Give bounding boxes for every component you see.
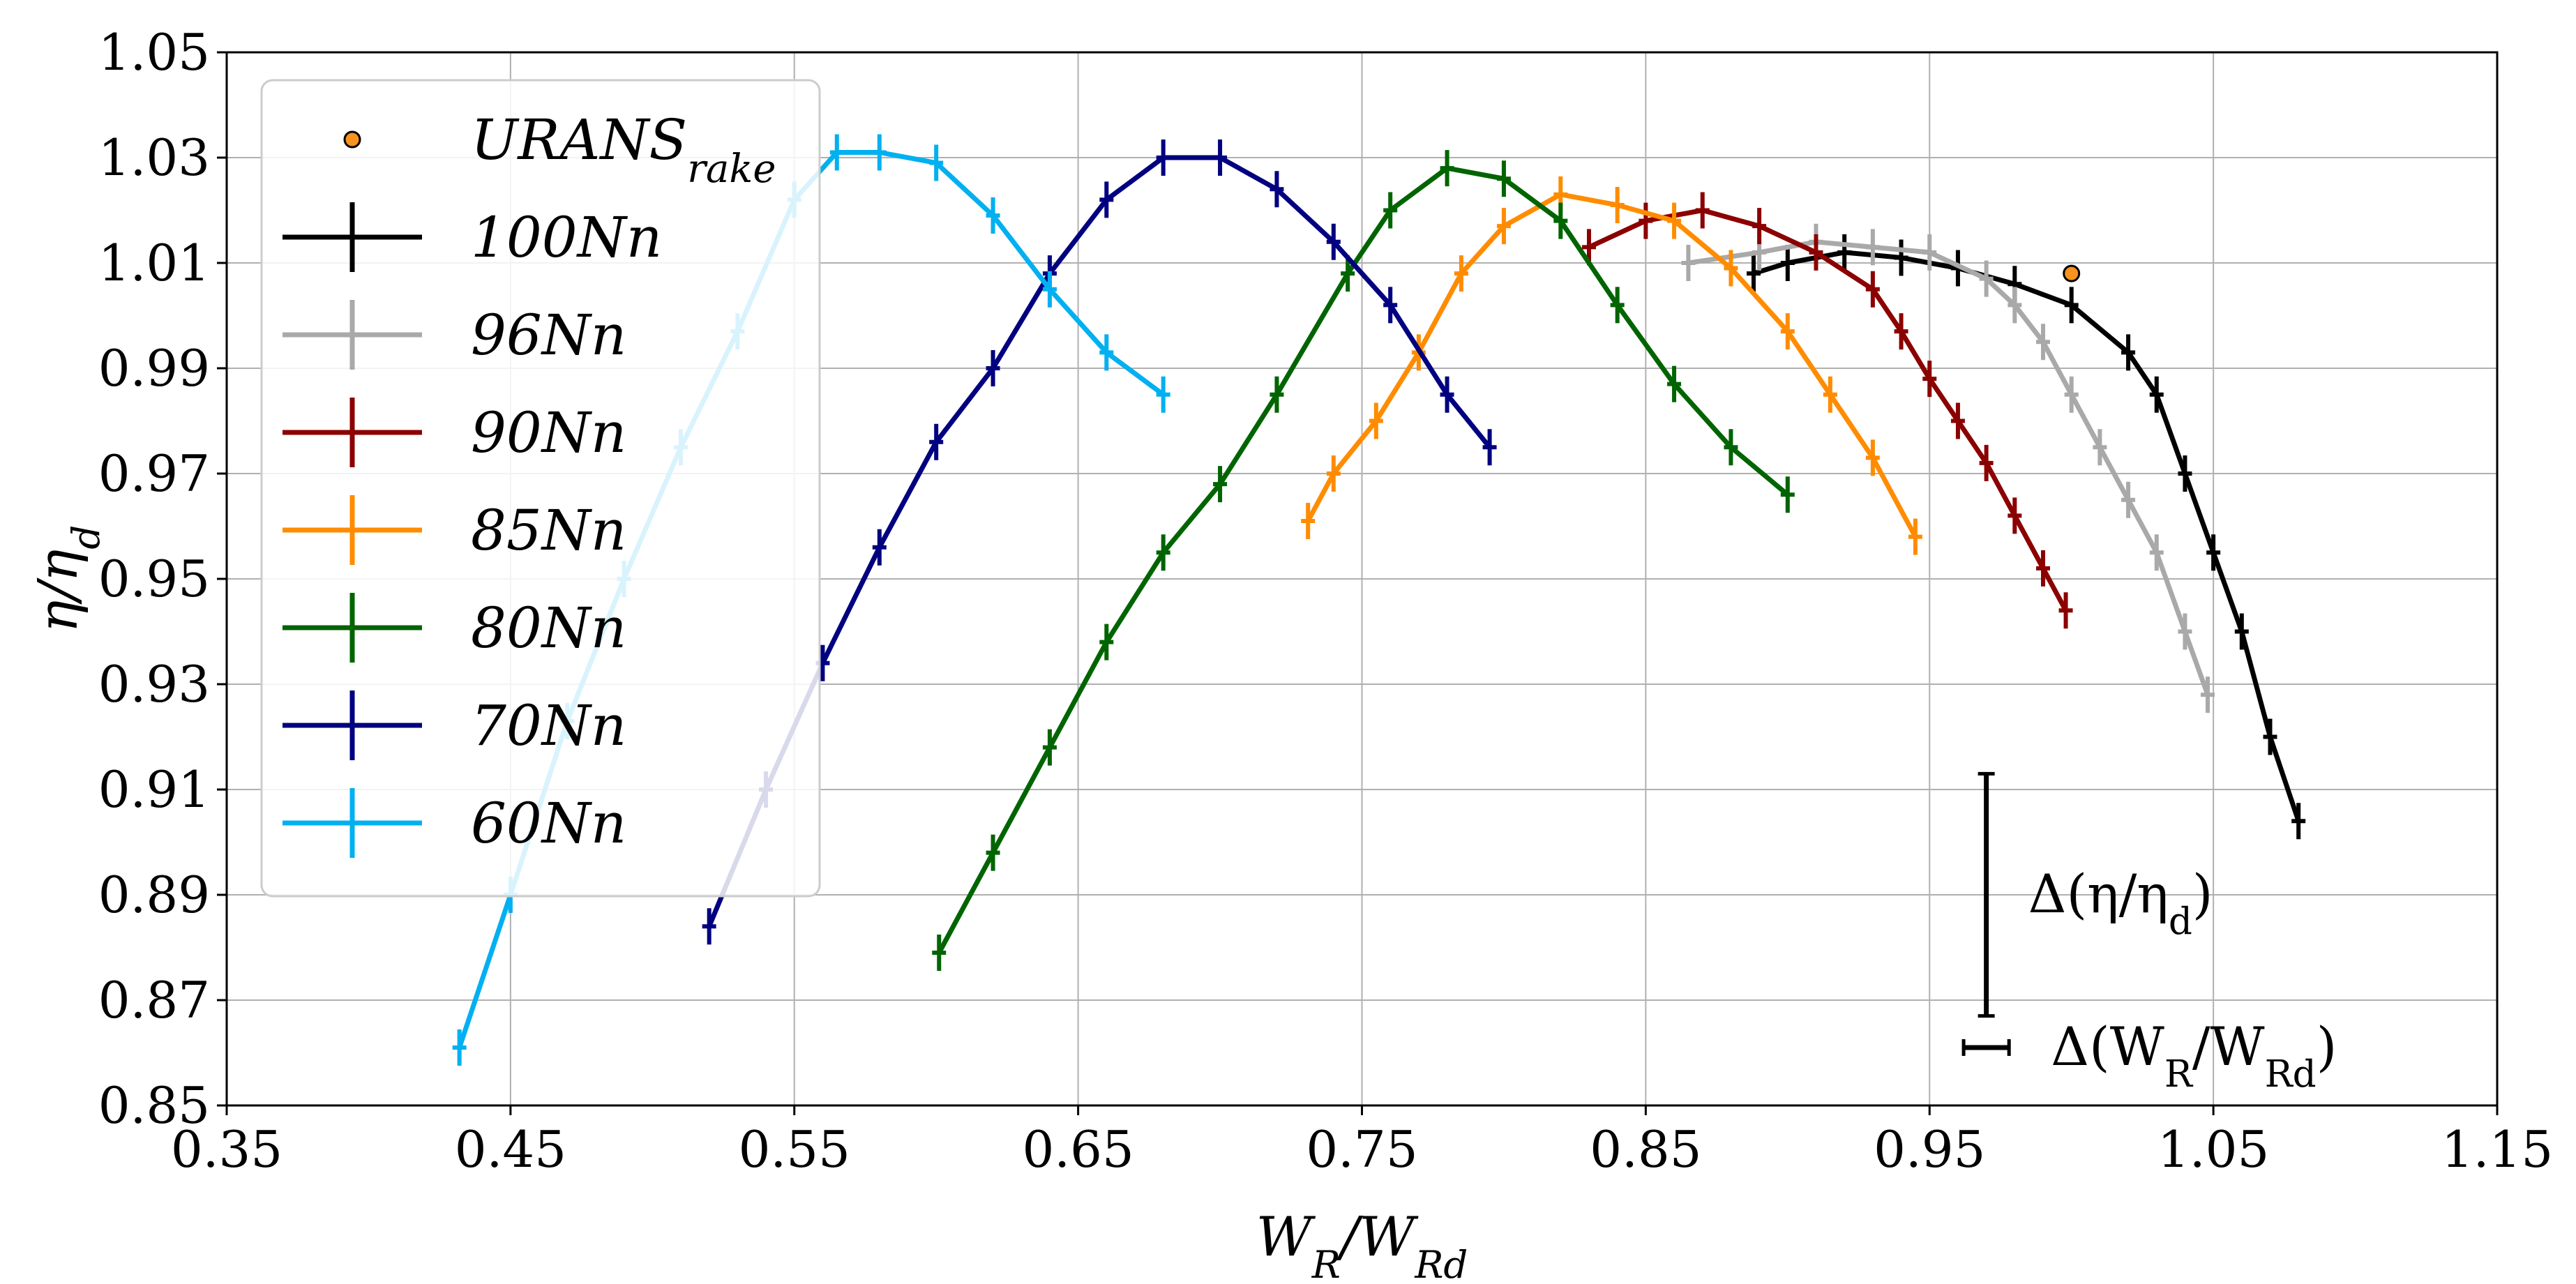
urans-rake-point — [2063, 264, 2081, 282]
legend-label: 70Nn — [471, 693, 626, 758]
wr-uncertainty-label: Δ(WR​/WRd​) — [2051, 1015, 2337, 1096]
annotation-layer: Δ(η/ηd​) Δ(WR​/WRd​) — [1961, 771, 2337, 1096]
series-layer — [452, 134, 2306, 1066]
marker-layer — [2063, 264, 2081, 282]
y-tick-label: 0.97 — [98, 444, 210, 503]
series-line-85Nn — [1306, 192, 1918, 538]
y-tick-label: 1.01 — [98, 234, 210, 292]
y-tick-label: 1.03 — [98, 128, 210, 187]
legend-label: 90Nn — [471, 400, 626, 465]
series-line-90Nn — [1588, 208, 2068, 612]
legend-label: 60Nn — [471, 791, 626, 856]
x-tick-label: 0.75 — [1306, 1120, 1417, 1179]
series-line-70Nn — [707, 155, 1492, 928]
x-tick-label: 1.05 — [2157, 1120, 2269, 1179]
y-tick-label: 0.93 — [98, 655, 210, 713]
x-tick-label: 0.95 — [1874, 1120, 1985, 1179]
y-tick-label: 0.91 — [98, 760, 210, 819]
y-tick-label: 0.85 — [98, 1076, 210, 1135]
legend-marker-urans — [343, 130, 361, 149]
legend-label: 100Nn — [471, 205, 662, 270]
series-line-100Nn — [1752, 250, 2301, 822]
x-tick-label: 0.65 — [1022, 1120, 1133, 1179]
x-tick-label: 0.55 — [739, 1120, 850, 1179]
legend-box — [260, 79, 821, 898]
axes: 0.35 0.45 0.55 0.65 0.75 0.85 0.95 1.05 1.15 0.85… — [27, 23, 2553, 1284]
series-line-96Nn — [1687, 239, 2210, 696]
y-tick-label: 0.95 — [98, 550, 210, 608]
x-tick-label: 0.35 — [171, 1120, 283, 1179]
y-tick-label: 1.05 — [98, 23, 210, 82]
series-100Nn — [1746, 234, 2306, 840]
x-axis-label: WR​/WRd​ — [1256, 1206, 1468, 1284]
y-axis-label: η/ηd​ — [27, 525, 108, 633]
series-70Nn — [702, 139, 1497, 945]
x-tick-label: 0.85 — [1590, 1120, 1701, 1179]
series-96Nn — [1681, 223, 2215, 713]
y-tick-label: 0.99 — [98, 339, 210, 398]
legend-label: 85Nn — [471, 498, 626, 563]
plot-frame — [225, 51, 2499, 1107]
legend-label: URANSrake — [471, 107, 776, 192]
legend: URANSrake 100Nn 96Nn 90Nn 85Nn 80Nn 70Nn 60Nn — [260, 79, 821, 898]
series-90Nn — [1582, 192, 2073, 629]
series-line-80Nn — [937, 165, 1790, 954]
x-tick-label: 1.15 — [2441, 1120, 2553, 1179]
legend-label: 80Nn — [471, 596, 626, 660]
eta-uncertainty-label: Δ(η/ηd​) — [2028, 863, 2213, 943]
series-80Nn — [932, 150, 1795, 972]
y-tick-label: 0.87 — [98, 971, 210, 1029]
x-tick-label: 0.45 — [455, 1120, 566, 1179]
y-tick-label: 0.89 — [98, 866, 210, 924]
legend-label: 96Nn — [471, 303, 626, 368]
series-85Nn — [1301, 176, 1922, 555]
